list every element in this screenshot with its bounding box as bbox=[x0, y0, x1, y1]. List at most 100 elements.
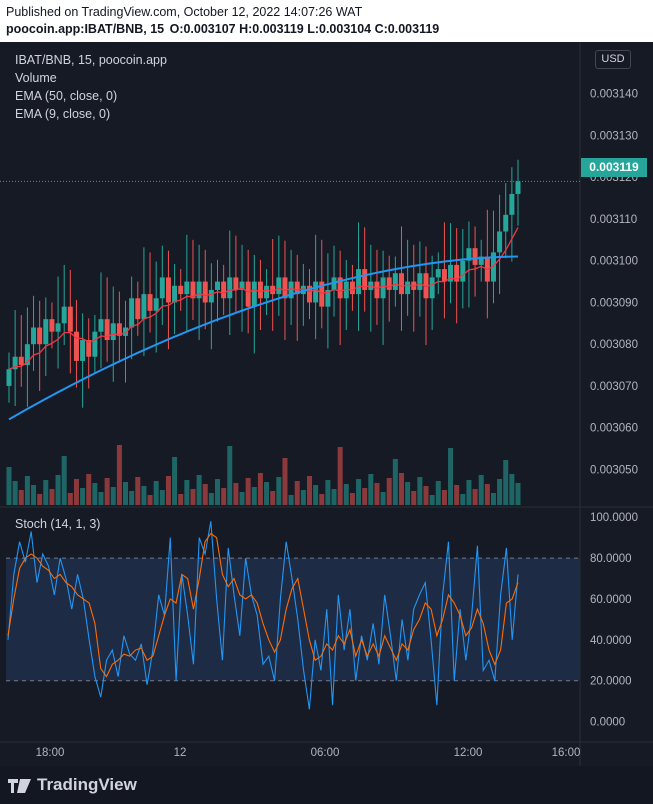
candle-body bbox=[202, 281, 208, 303]
candle-body bbox=[448, 264, 454, 282]
volume-bar bbox=[92, 483, 98, 505]
volume-bar bbox=[55, 475, 61, 505]
price-chart[interactable]: 0.0031400.0031300.0031200.0031100.003100… bbox=[0, 42, 653, 766]
legend-ema50: EMA (50, close, 0) bbox=[15, 89, 118, 103]
price-tick-label: 0.003060 bbox=[590, 423, 638, 435]
stoch-tick-label: 100.0000 bbox=[590, 512, 638, 524]
candle-body bbox=[215, 281, 221, 290]
candle-body bbox=[466, 248, 472, 261]
volume-bar bbox=[264, 482, 270, 505]
candle-body bbox=[190, 281, 196, 299]
volume-bar bbox=[398, 473, 404, 505]
candle-body bbox=[43, 319, 49, 345]
ema9-line bbox=[8, 227, 519, 370]
candle-body bbox=[264, 285, 270, 299]
price-tick-label: 0.003110 bbox=[590, 214, 637, 226]
brand-name: TradingView bbox=[37, 775, 137, 794]
volume-bar bbox=[233, 483, 239, 505]
volume-bar bbox=[245, 478, 251, 505]
volume-bar bbox=[441, 490, 447, 505]
volume-bar bbox=[423, 486, 429, 505]
volume-bar bbox=[251, 487, 257, 505]
candle-body bbox=[429, 277, 435, 299]
candle-body bbox=[49, 319, 55, 332]
volume-bar bbox=[448, 448, 454, 505]
volume-bar bbox=[178, 494, 184, 505]
volume-bar bbox=[319, 494, 325, 505]
volume-bar bbox=[478, 475, 484, 505]
volume-bar bbox=[331, 489, 337, 505]
footer-bar bbox=[0, 766, 653, 804]
candle-body bbox=[515, 181, 521, 194]
volume-bar bbox=[380, 492, 386, 505]
candle-body bbox=[172, 285, 178, 303]
stoch-tick-label: 20.0000 bbox=[590, 676, 632, 688]
candle-body bbox=[80, 340, 86, 361]
stoch-band bbox=[6, 558, 580, 681]
volume-bar bbox=[159, 490, 165, 505]
candle-body bbox=[135, 298, 141, 320]
candle-body bbox=[24, 344, 30, 366]
volume-bar bbox=[429, 495, 435, 505]
volume-bar bbox=[276, 477, 282, 505]
candle-body bbox=[294, 281, 300, 295]
candle-body bbox=[331, 277, 337, 290]
price-tick-label: 0.003080 bbox=[590, 339, 638, 351]
volume-bar bbox=[227, 446, 233, 505]
candle-body bbox=[509, 193, 515, 215]
time-tick-label: 12:00 bbox=[454, 747, 483, 759]
volume-bar bbox=[472, 489, 478, 505]
volume-bar bbox=[454, 485, 460, 505]
volume-bar bbox=[24, 476, 30, 505]
volume-bar bbox=[466, 480, 472, 505]
candle-body bbox=[349, 281, 355, 295]
candle-body bbox=[386, 277, 392, 290]
volume-bar bbox=[196, 475, 202, 505]
symbol-ohlc-line: poocoin.app:IBAT/BNB, 15 O:0.003107 H:0.… bbox=[6, 22, 439, 36]
candle-body bbox=[208, 289, 214, 303]
volume-bar bbox=[221, 488, 227, 505]
volume-bar bbox=[67, 493, 73, 505]
candle-body bbox=[356, 269, 362, 295]
volume-bar bbox=[80, 488, 86, 505]
candle-body bbox=[257, 281, 263, 299]
candle-body bbox=[18, 356, 24, 366]
volume-bar bbox=[141, 486, 147, 505]
volume-bar bbox=[484, 484, 490, 505]
ohlc-text: O:0.003107 H:0.003119 L:0.003104 C:0.003… bbox=[169, 22, 440, 36]
ema50-line bbox=[8, 255, 519, 421]
candle-body bbox=[92, 331, 98, 357]
volume-bar bbox=[123, 482, 129, 505]
volume-bar bbox=[73, 479, 79, 505]
stoch-legend: Stoch (14, 1, 3) bbox=[15, 517, 101, 531]
last-price-label: 0.003119 bbox=[581, 158, 647, 177]
published-text: Published on TradingView.com, October 12… bbox=[6, 5, 363, 19]
candle-body bbox=[497, 231, 503, 253]
currency-button[interactable]: USD bbox=[595, 50, 631, 69]
volume-bar bbox=[411, 491, 417, 505]
candle-body bbox=[73, 331, 79, 361]
volume-bar bbox=[165, 476, 171, 505]
price-tick-label: 0.003050 bbox=[590, 464, 638, 476]
legend-ema9: EMA (9, close, 0) bbox=[15, 107, 111, 121]
volume-bar bbox=[343, 484, 349, 505]
candle-body bbox=[405, 281, 411, 295]
candle-body bbox=[196, 281, 202, 299]
time-tick-label: 06:00 bbox=[311, 747, 340, 759]
volume-bar bbox=[503, 460, 509, 505]
tradingview-logo[interactable]: TradingView bbox=[8, 775, 137, 795]
price-tick-label: 0.003140 bbox=[590, 89, 638, 101]
volume-bar bbox=[460, 494, 466, 505]
candle-body bbox=[159, 277, 165, 299]
volume-bar bbox=[497, 479, 503, 505]
volume-bar bbox=[435, 481, 441, 505]
candle-body bbox=[380, 277, 386, 299]
volume-bar bbox=[349, 493, 355, 505]
candle-body bbox=[31, 327, 37, 345]
candle-body bbox=[116, 323, 122, 336]
candle-body bbox=[221, 281, 227, 299]
volume-bar bbox=[116, 445, 122, 505]
legend-series: IBAT/BNB, 15, poocoin.app bbox=[15, 53, 167, 67]
volume-bar bbox=[129, 491, 135, 505]
volume-bar bbox=[61, 456, 67, 505]
